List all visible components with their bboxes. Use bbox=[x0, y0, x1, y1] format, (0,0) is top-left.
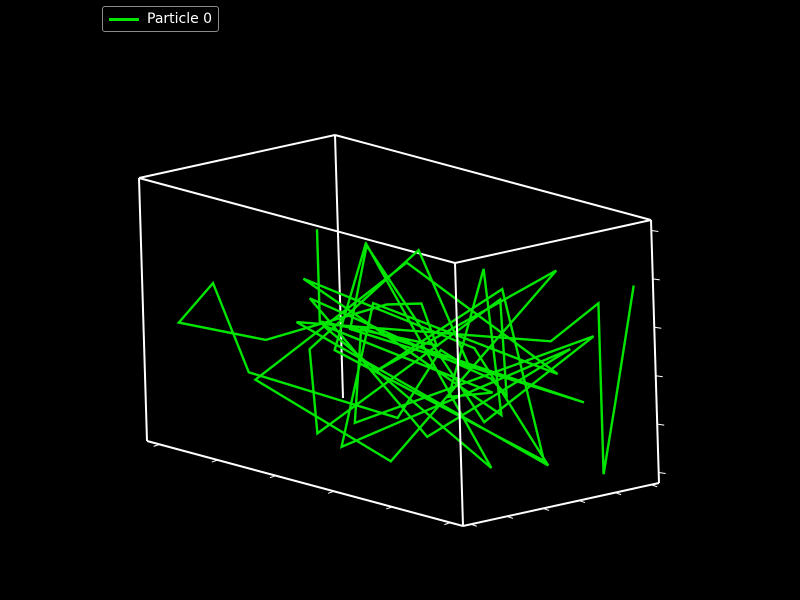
series-layer bbox=[179, 229, 634, 474]
z-axis-tick bbox=[659, 472, 666, 473]
axes-box-back bbox=[139, 135, 659, 483]
z-axis-tick bbox=[656, 376, 663, 377]
axis-ticks bbox=[154, 231, 666, 527]
box-edge-bottom-right bbox=[463, 483, 659, 526]
box-edge-right-top bbox=[455, 220, 651, 263]
legend-swatch-particle-0 bbox=[109, 18, 139, 21]
box-edge-left-top bbox=[139, 135, 335, 178]
box-edge-left-vertical bbox=[139, 178, 147, 441]
box-edge-back-vertical bbox=[335, 135, 343, 398]
box-edge-bottom-front bbox=[147, 441, 463, 526]
series-line-particle-0 bbox=[179, 229, 634, 474]
z-axis-tick bbox=[653, 279, 660, 280]
legend: Particle 0 bbox=[102, 6, 219, 32]
z-axis-tick bbox=[657, 424, 664, 425]
box-edge-back-top bbox=[335, 135, 651, 220]
z-axis-tick bbox=[654, 327, 661, 328]
box-edge-right-vertical bbox=[651, 220, 659, 483]
box-edge-front-top bbox=[139, 178, 455, 263]
z-axis-tick bbox=[651, 231, 658, 232]
legend-label-particle-0: Particle 0 bbox=[147, 11, 212, 27]
